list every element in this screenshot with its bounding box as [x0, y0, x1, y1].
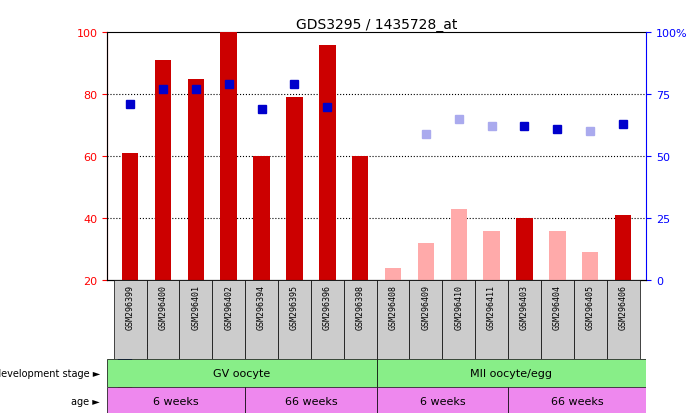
Bar	[377, 359, 646, 387]
Bar	[118, 375, 131, 388]
Bar	[615, 216, 632, 280]
Bar	[188, 79, 204, 280]
Bar	[114, 280, 146, 359]
Bar	[212, 280, 245, 359]
Text: development stage ►: development stage ►	[0, 368, 100, 378]
Text: 66 weeks: 66 weeks	[285, 396, 337, 406]
Bar	[146, 280, 180, 359]
Text: 6 weeks: 6 weeks	[419, 396, 465, 406]
Bar	[442, 280, 475, 359]
Text: count: count	[140, 342, 167, 352]
Bar	[377, 280, 410, 359]
Bar	[118, 393, 131, 406]
Bar	[343, 280, 377, 359]
Bar	[278, 280, 311, 359]
Bar	[118, 341, 131, 354]
Text: GSM296394: GSM296394	[257, 285, 266, 329]
Bar	[311, 280, 343, 359]
Bar	[410, 280, 442, 359]
Bar	[118, 358, 131, 371]
Text: GSM296404: GSM296404	[553, 285, 562, 329]
Bar	[508, 280, 541, 359]
Bar	[122, 154, 138, 280]
Bar	[574, 280, 607, 359]
Bar	[220, 33, 237, 280]
Text: GSM296405: GSM296405	[586, 285, 595, 329]
Text: GSM296408: GSM296408	[388, 285, 397, 329]
Bar	[107, 387, 245, 413]
Text: percentile rank within the sample: percentile rank within the sample	[140, 360, 305, 370]
Title: GDS3295 / 1435728_at: GDS3295 / 1435728_at	[296, 18, 457, 32]
Text: value, Detection Call = ABSENT: value, Detection Call = ABSENT	[140, 377, 294, 387]
Text: GSM296406: GSM296406	[618, 285, 627, 329]
Bar	[451, 209, 467, 280]
Bar	[541, 280, 574, 359]
Text: GSM296403: GSM296403	[520, 285, 529, 329]
Bar	[475, 280, 508, 359]
Text: GV oocyte: GV oocyte	[214, 368, 270, 378]
Bar	[484, 231, 500, 280]
Bar	[352, 157, 368, 280]
Bar	[107, 359, 377, 387]
Text: GSM296409: GSM296409	[422, 285, 430, 329]
Text: GSM296410: GSM296410	[454, 285, 463, 329]
Text: GSM296411: GSM296411	[487, 285, 496, 329]
Bar	[254, 157, 269, 280]
Bar	[377, 387, 508, 413]
Bar	[385, 268, 401, 280]
Bar	[245, 387, 377, 413]
Text: 66 weeks: 66 weeks	[551, 396, 603, 406]
Bar	[319, 45, 336, 280]
Text: GSM296396: GSM296396	[323, 285, 332, 329]
Text: GSM296402: GSM296402	[224, 285, 233, 329]
Text: MII oocyte/egg: MII oocyte/egg	[471, 368, 552, 378]
Text: age ►: age ►	[71, 396, 100, 406]
Bar	[155, 61, 171, 280]
Bar	[516, 218, 533, 280]
Bar	[417, 243, 434, 280]
Bar	[549, 231, 565, 280]
Bar	[245, 280, 278, 359]
Bar	[286, 98, 303, 280]
Text: GSM296395: GSM296395	[290, 285, 299, 329]
Bar	[508, 387, 646, 413]
Bar	[582, 253, 598, 280]
Text: GSM296399: GSM296399	[126, 285, 135, 329]
Bar	[607, 280, 639, 359]
Text: GSM296401: GSM296401	[191, 285, 200, 329]
Text: GSM296398: GSM296398	[356, 285, 365, 329]
Text: rank, Detection Call = ABSENT: rank, Detection Call = ABSENT	[140, 394, 290, 404]
Bar	[180, 280, 212, 359]
Text: 6 weeks: 6 weeks	[153, 396, 199, 406]
Text: GSM296400: GSM296400	[158, 285, 167, 329]
